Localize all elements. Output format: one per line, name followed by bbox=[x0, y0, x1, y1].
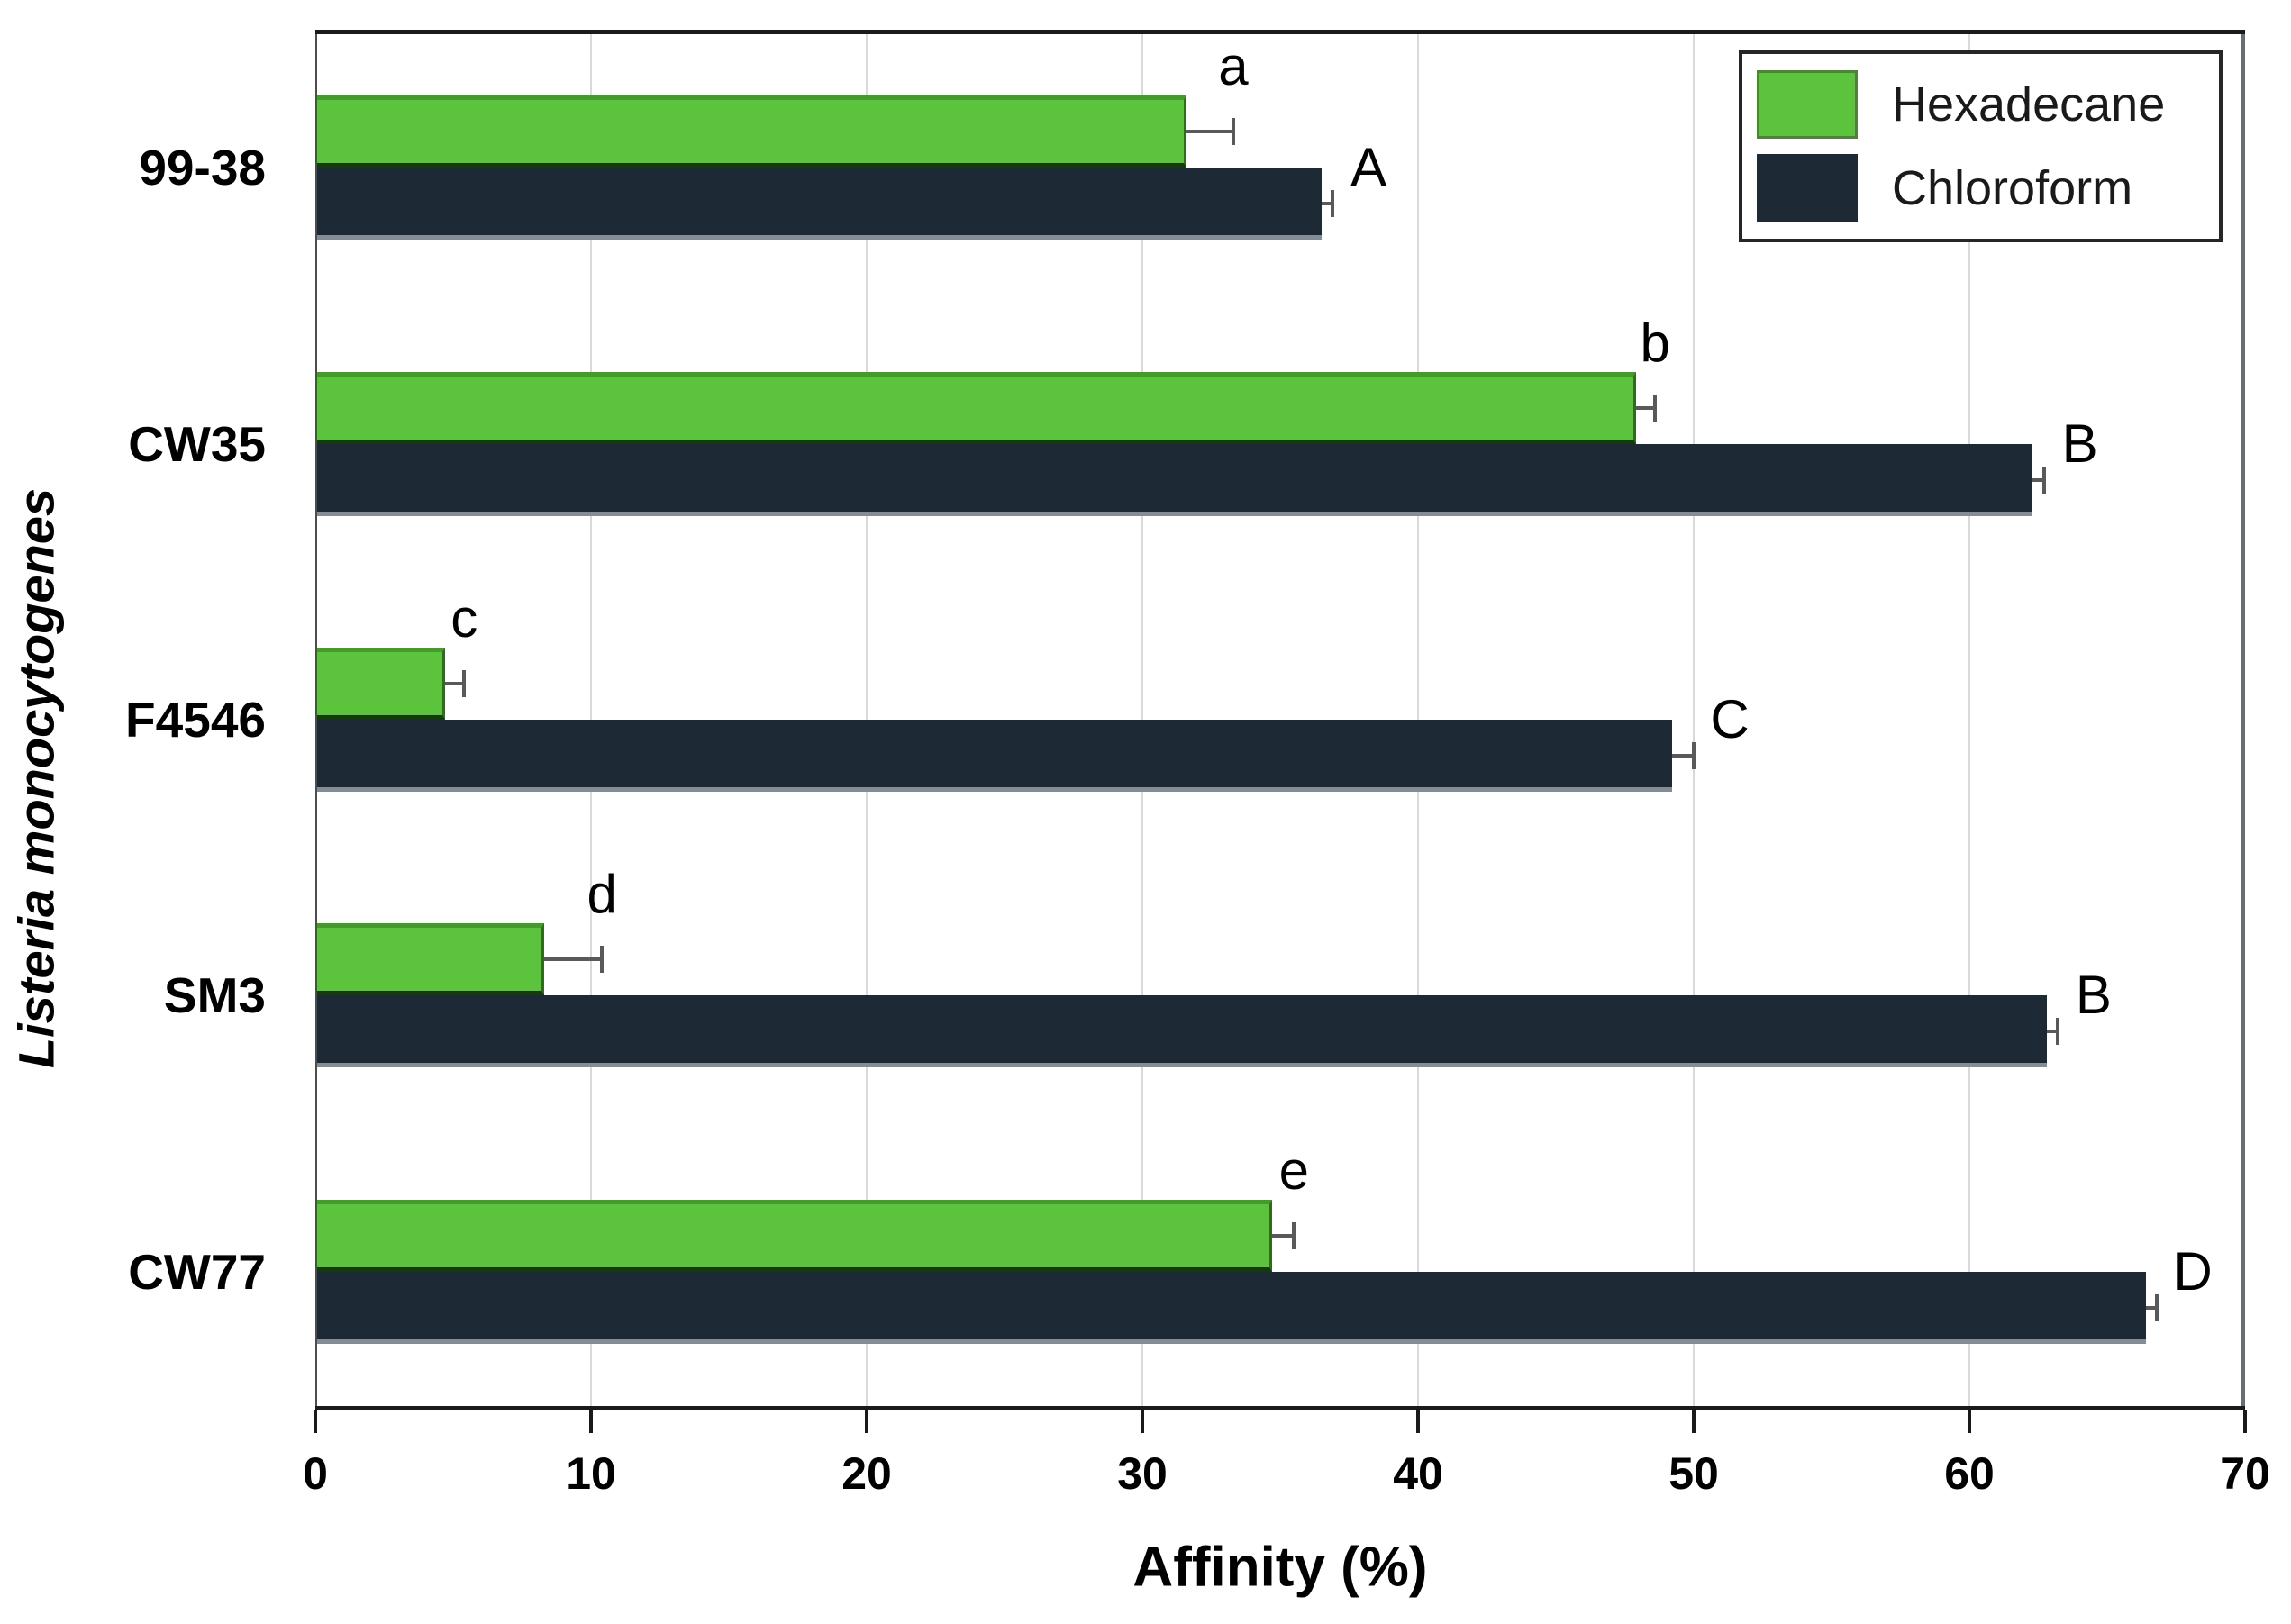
legend-entry-chloroform: Chloroform bbox=[1757, 154, 2219, 223]
error-bar-cap bbox=[462, 670, 467, 697]
gridline-50 bbox=[1693, 30, 1695, 1410]
significance-letter-B: B bbox=[2075, 965, 2112, 1026]
x-tick-label-20: 20 bbox=[841, 1448, 892, 1499]
x-tick-label-30: 30 bbox=[1117, 1448, 1168, 1499]
error-bar-whisker bbox=[1671, 754, 1694, 758]
bar-hexadecane-99-38 bbox=[317, 95, 1186, 168]
axis-spine-left bbox=[315, 30, 317, 1410]
error-bar-whisker bbox=[444, 682, 465, 685]
category-label-SM3: SM3 bbox=[163, 967, 266, 1024]
category-label-99-38: 99-38 bbox=[139, 140, 266, 196]
error-bar-cap bbox=[1331, 190, 1335, 218]
error-bar-whisker bbox=[1635, 405, 1656, 410]
significance-letter-d: d bbox=[586, 864, 617, 925]
error-bar-cap bbox=[2041, 466, 2046, 494]
plot-area: 0 10 20 30 40 50 60 70 99-38 a A CW35 b B F4546 c C SM3 d B… bbox=[125, 30, 2270, 1499]
x-axis-title: Affinity (%) bbox=[1132, 1536, 1428, 1599]
x-tick-label-0: 0 bbox=[303, 1448, 328, 1499]
x-tick-0 bbox=[314, 1410, 317, 1433]
error-bar-whisker bbox=[1186, 130, 1233, 134]
category-label-F4546: F4546 bbox=[125, 692, 266, 748]
significance-letter-a: a bbox=[1218, 36, 1249, 97]
x-tick-60 bbox=[1968, 1410, 1971, 1433]
axis-spine-bottom bbox=[315, 1406, 2245, 1410]
bar-hexadecane-CW35 bbox=[317, 371, 1636, 444]
error-bar-cap bbox=[2155, 1293, 2159, 1321]
x-tick-30 bbox=[1141, 1410, 1144, 1433]
legend-label-chloroform: Chloroform bbox=[1892, 161, 2133, 216]
bar-hexadecane-F4546 bbox=[317, 648, 445, 720]
significance-letter-D: D bbox=[2173, 1240, 2213, 1302]
gridline-60 bbox=[1968, 30, 1970, 1410]
x-tick-label-40: 40 bbox=[1393, 1448, 1443, 1499]
significance-letter-b: b bbox=[1640, 312, 1670, 373]
bar-chloroform-F4546 bbox=[317, 720, 1672, 792]
significance-letter-C: C bbox=[1710, 689, 1750, 749]
axis-spine-right bbox=[2241, 30, 2245, 1410]
category-label-CW77: CW77 bbox=[128, 1243, 266, 1300]
bar-chloroform-CW35 bbox=[317, 443, 2033, 516]
error-bar-cap bbox=[1692, 742, 1696, 769]
significance-letter-A: A bbox=[1350, 137, 1387, 198]
error-bar-cap bbox=[2055, 1018, 2059, 1046]
bar-chloroform-SM3 bbox=[317, 995, 2047, 1068]
x-tick-40 bbox=[1416, 1410, 1420, 1433]
error-bar-whisker bbox=[2032, 477, 2044, 482]
error-bar-whisker bbox=[543, 957, 603, 962]
legend-label-hexadecane: Hexadecane bbox=[1892, 77, 2166, 132]
legend-entry-hexadecane: Hexadecane bbox=[1757, 69, 2219, 139]
bar-chloroform-99-38 bbox=[317, 168, 1322, 240]
x-tick-20 bbox=[865, 1410, 868, 1433]
error-bar-cap bbox=[1653, 394, 1658, 422]
x-tick-50 bbox=[1692, 1410, 1696, 1433]
error-bar-cap bbox=[600, 946, 605, 974]
error-bar-whisker bbox=[1321, 202, 1333, 206]
bar-hexadecane-CW77 bbox=[317, 1199, 1272, 1272]
significance-letter-e: e bbox=[1278, 1139, 1309, 1201]
category-label-CW35: CW35 bbox=[128, 415, 266, 472]
error-bar-whisker bbox=[2145, 1305, 2158, 1310]
significance-letter-c: c bbox=[450, 588, 478, 649]
legend: Hexadecane Chloroform bbox=[1739, 50, 2223, 242]
axis-spine-top bbox=[315, 30, 2245, 34]
x-tick-label-50: 50 bbox=[1668, 1448, 1719, 1499]
x-tick-label-10: 10 bbox=[566, 1448, 616, 1499]
error-bar-cap bbox=[1231, 118, 1235, 146]
error-bar-cap bbox=[1292, 1221, 1296, 1249]
x-tick-label-70: 70 bbox=[2220, 1448, 2270, 1499]
bar-chloroform-CW77 bbox=[317, 1271, 2146, 1344]
bar-hexadecane-SM3 bbox=[317, 923, 544, 996]
x-tick-10 bbox=[589, 1410, 593, 1433]
x-tick-label-60: 60 bbox=[1944, 1448, 1995, 1499]
legend-swatch-chloroform bbox=[1757, 154, 1858, 223]
error-bar-whisker bbox=[2046, 1030, 2058, 1034]
legend-swatch-hexadecane bbox=[1757, 69, 1858, 139]
x-tick-70 bbox=[2243, 1410, 2247, 1433]
error-bar-whisker bbox=[1271, 1233, 1295, 1238]
significance-letter-B: B bbox=[2061, 413, 2098, 474]
